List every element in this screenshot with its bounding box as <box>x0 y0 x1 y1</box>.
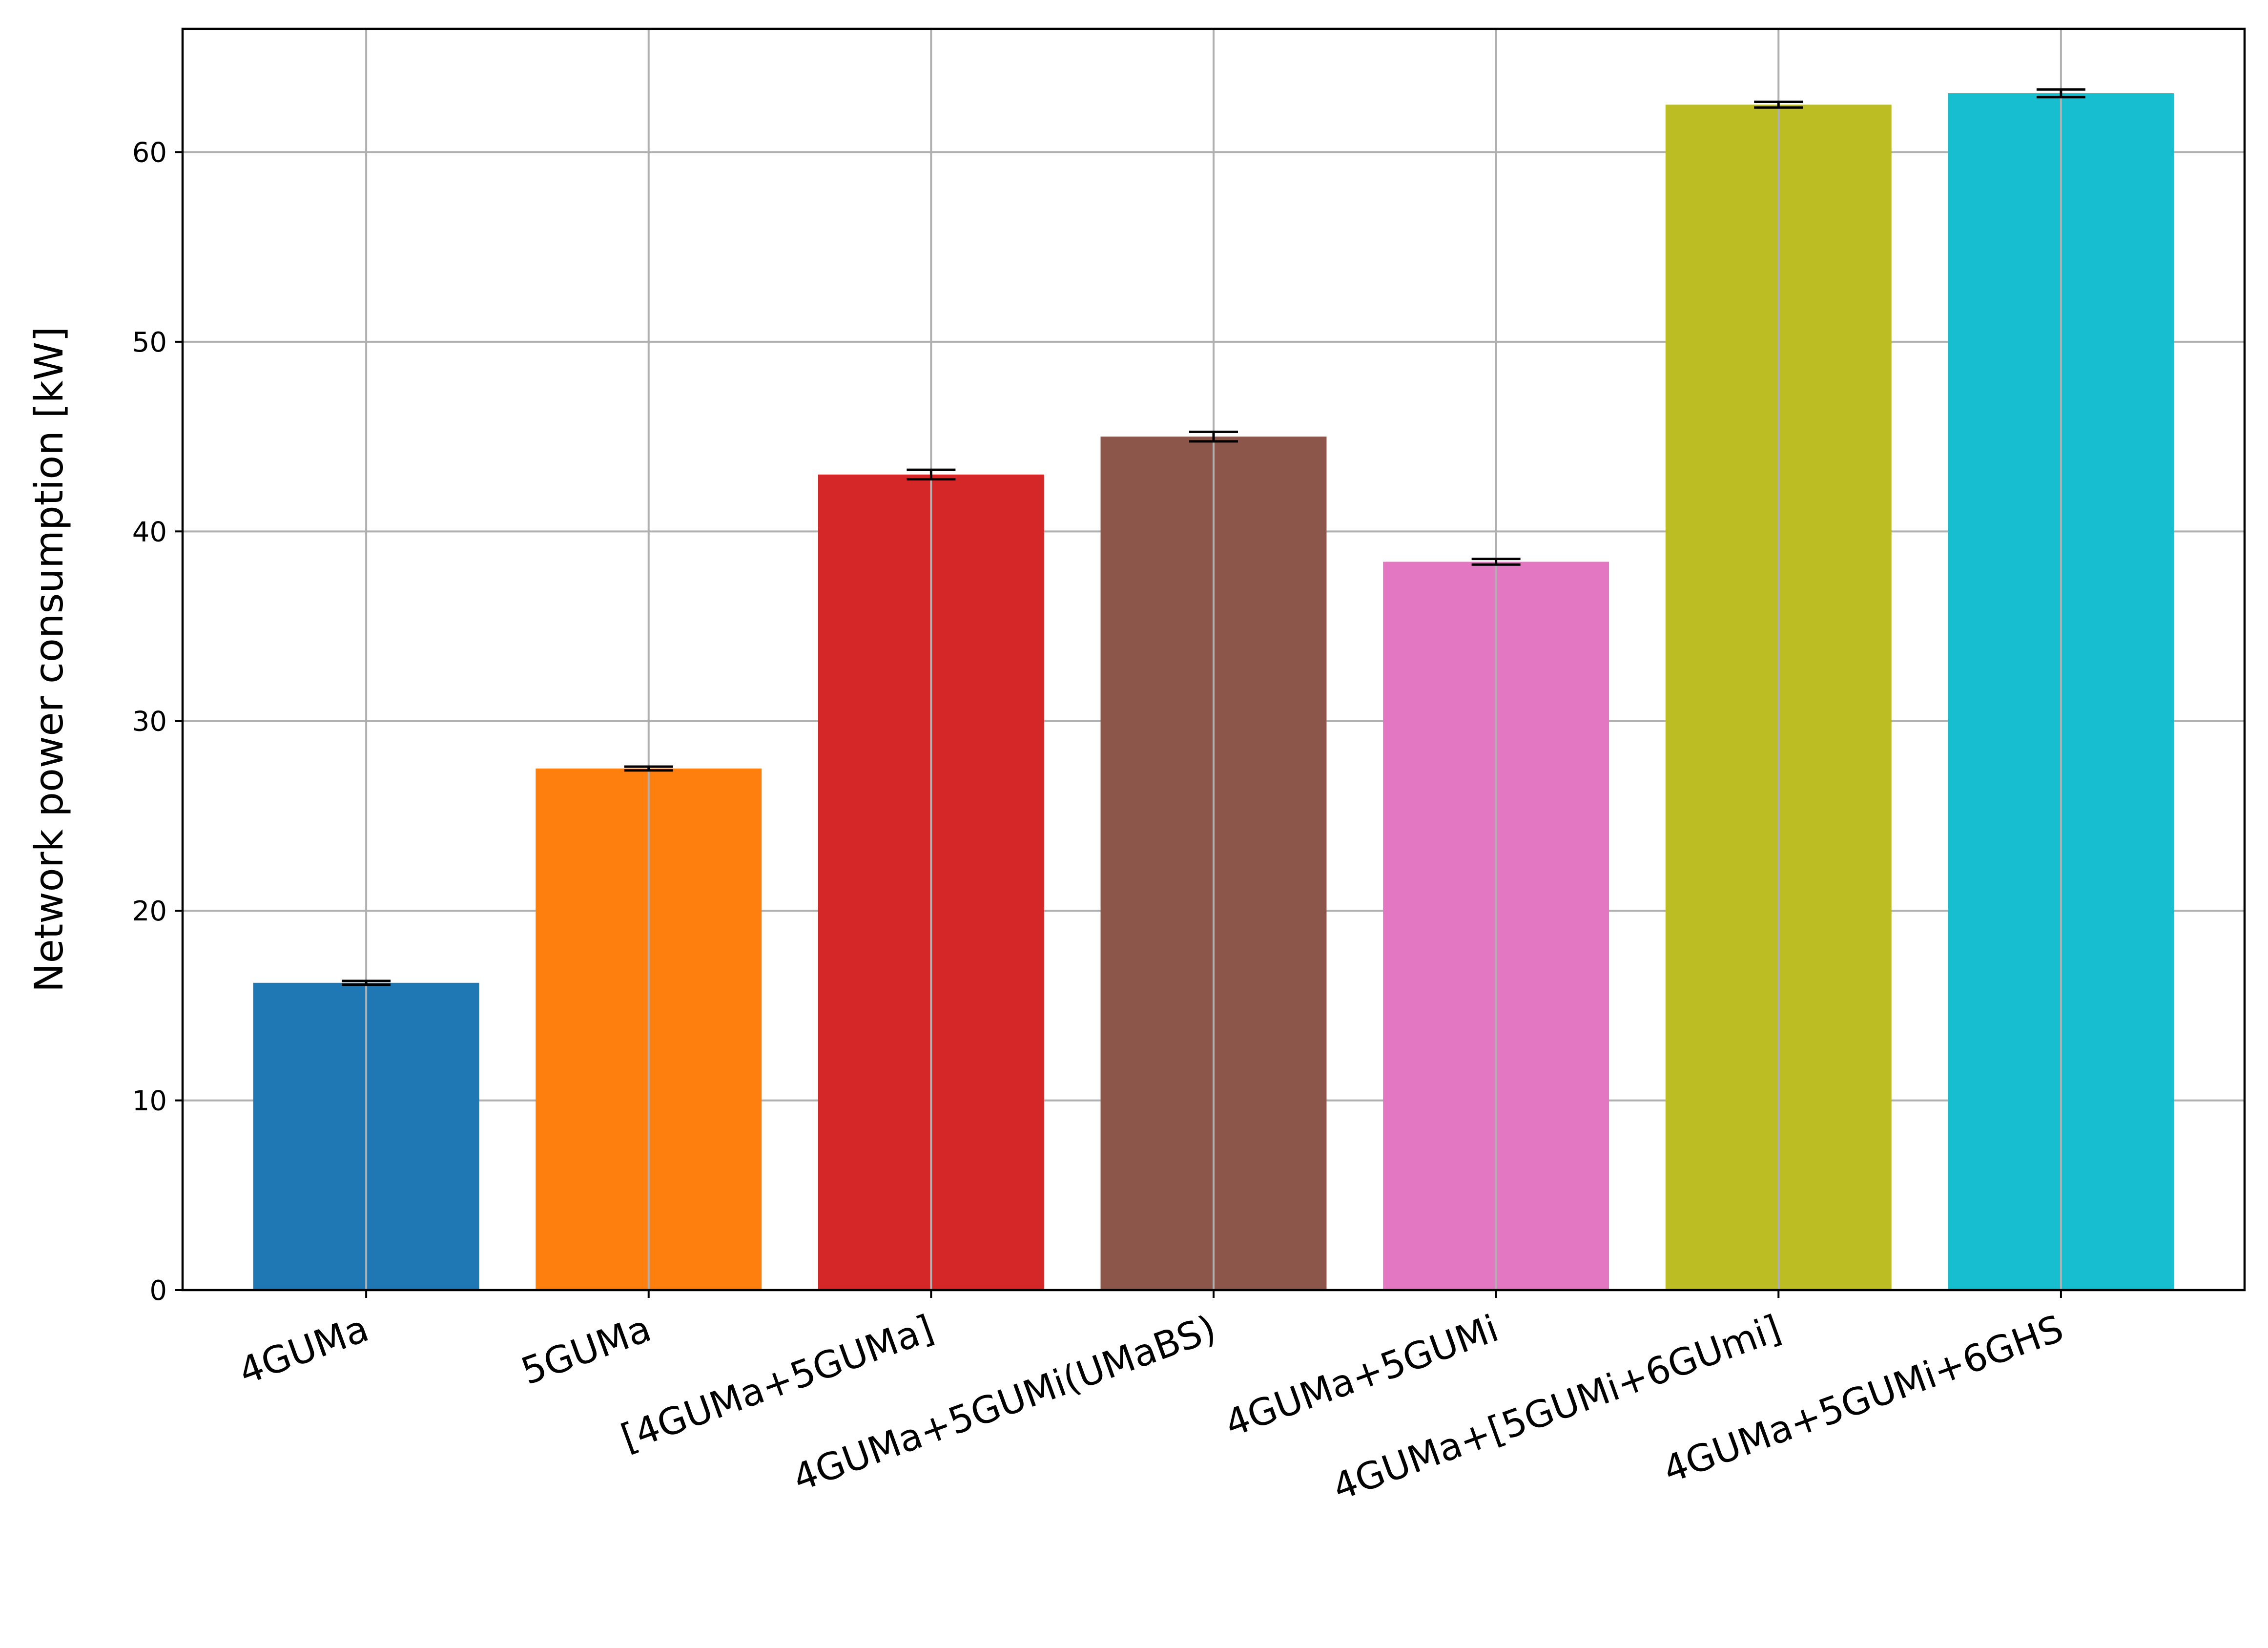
y-tick-label: 10 <box>132 1085 167 1117</box>
y-tick-label: 50 <box>132 327 167 358</box>
y-tick-label: 30 <box>132 706 167 738</box>
y-tick-labels: 0 10 20 30 40 50 60 <box>132 137 167 1307</box>
y-tick-label: 60 <box>132 137 167 168</box>
y-tick-label: 40 <box>132 516 167 548</box>
y-tick-label: 20 <box>132 896 167 927</box>
vertical-grid-lines <box>365 29 2062 1290</box>
axis-ticks <box>175 151 2062 1298</box>
error-bars <box>342 88 2085 986</box>
y-tick-label: 0 <box>149 1275 167 1307</box>
y-axis-label: Network power consumption [kW] <box>26 327 72 992</box>
